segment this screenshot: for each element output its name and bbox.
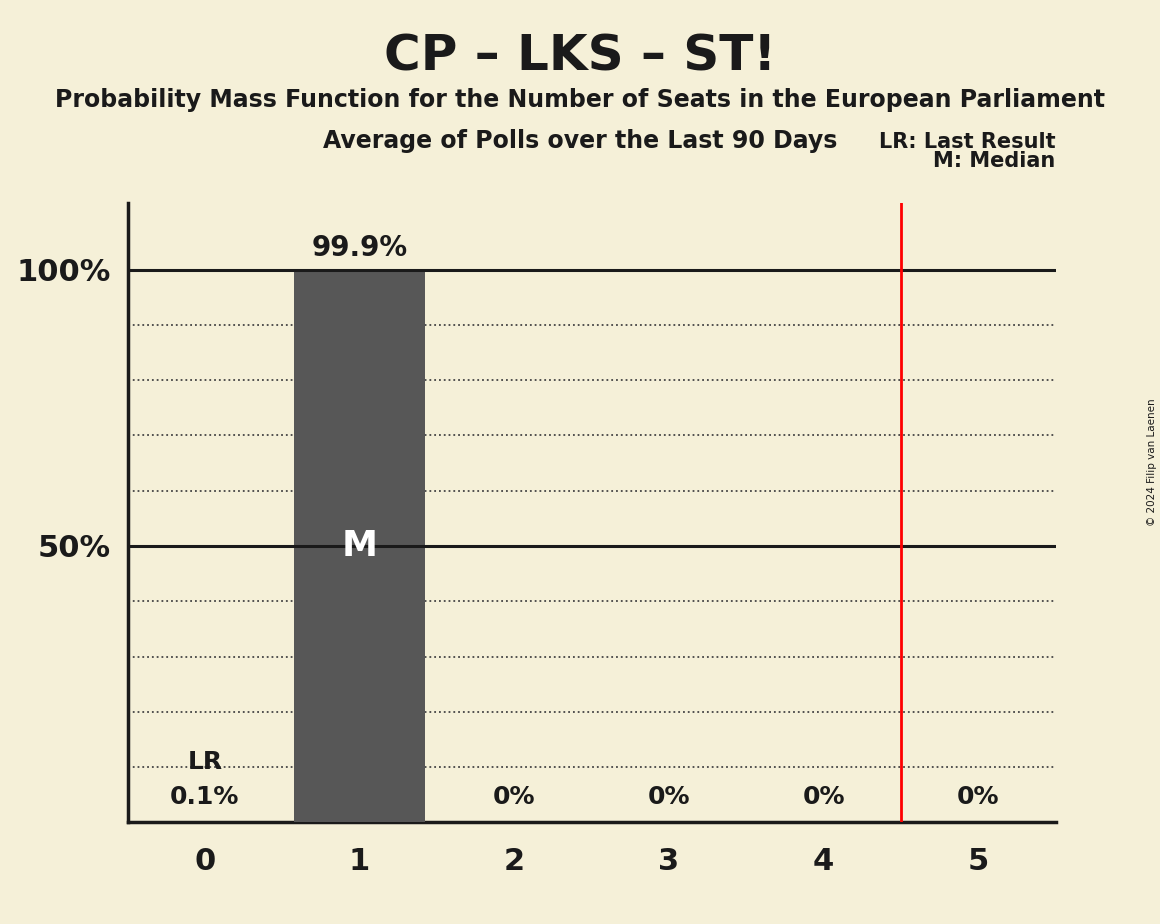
Text: 0%: 0% [803,784,844,808]
Text: 0%: 0% [957,784,1000,808]
Text: Probability Mass Function for the Number of Seats in the European Parliament: Probability Mass Function for the Number… [55,88,1105,112]
Text: 0.1%: 0.1% [171,784,240,808]
Text: 0%: 0% [647,784,690,808]
Text: © 2024 Filip van Laenen: © 2024 Filip van Laenen [1147,398,1157,526]
Text: 99.9%: 99.9% [312,234,407,261]
Text: Average of Polls over the Last 90 Days: Average of Polls over the Last 90 Days [322,129,838,153]
Text: LR: Last Result: LR: Last Result [879,132,1056,152]
Text: CP – LKS – ST!: CP – LKS – ST! [384,32,776,80]
Bar [293,270,426,822]
Text: M: Median: M: Median [934,151,1056,171]
Text: M: M [341,529,378,563]
Text: LR: LR [188,749,223,773]
Text: 0%: 0% [493,784,536,808]
